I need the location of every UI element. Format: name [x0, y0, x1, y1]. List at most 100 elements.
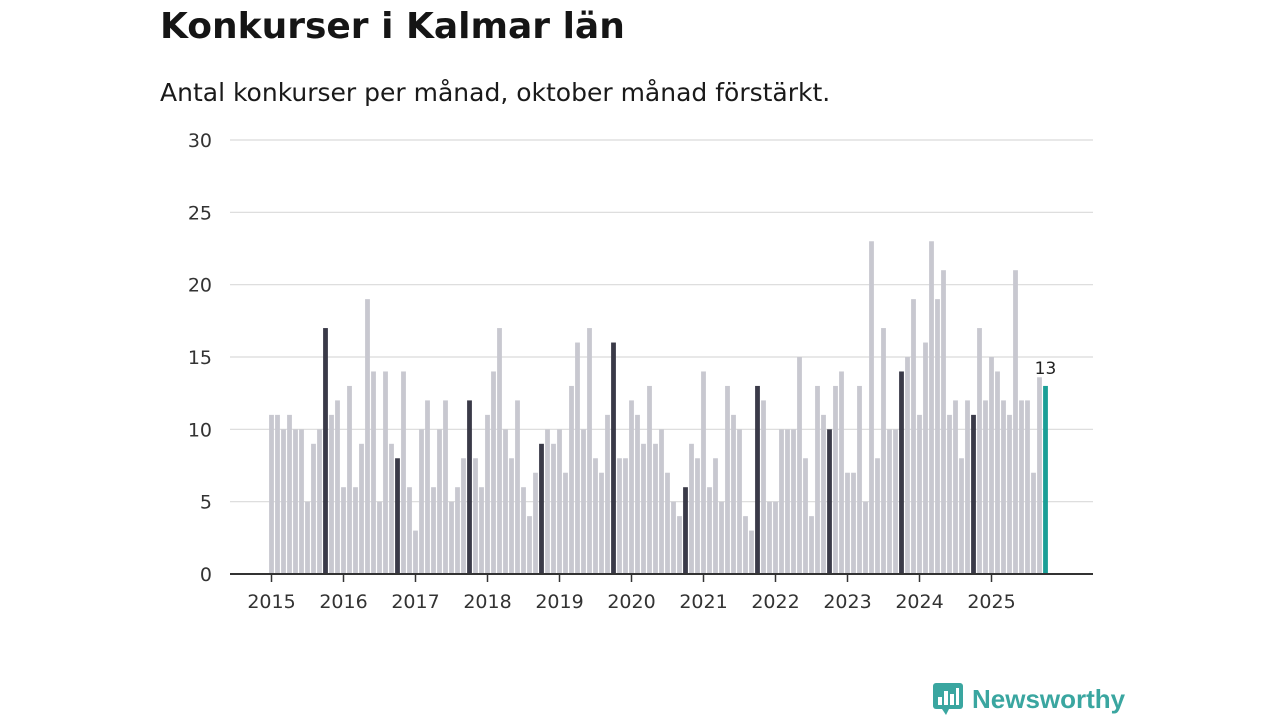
bar [311, 443, 316, 574]
bar [269, 414, 274, 574]
bar [389, 443, 394, 574]
bar [611, 342, 616, 574]
chart-subtitle: Antal konkurser per månad, oktober månad… [160, 78, 831, 107]
bar [647, 385, 652, 574]
bar [539, 443, 544, 574]
x-tick-label: 2015 [247, 591, 295, 613]
bar [893, 429, 898, 574]
bar [815, 385, 820, 574]
x-tick-label: 2022 [751, 591, 799, 613]
bar [875, 458, 880, 574]
x-tick-label: 2020 [607, 591, 655, 613]
bar [419, 429, 424, 574]
bar [977, 328, 982, 574]
bar [383, 371, 388, 574]
bar [533, 472, 538, 574]
bar [803, 458, 808, 574]
bar [467, 400, 472, 574]
bar [335, 400, 340, 574]
bar [971, 414, 976, 574]
y-tick-label: 15 [188, 347, 212, 369]
bar [575, 342, 580, 574]
bar [749, 530, 754, 574]
bar [287, 414, 292, 574]
bar [821, 414, 826, 574]
y-tick-label: 20 [188, 275, 212, 297]
bar [497, 328, 502, 574]
bar [959, 458, 964, 574]
bar [557, 429, 562, 574]
bar [491, 371, 496, 574]
bar [761, 400, 766, 574]
bar [911, 299, 916, 574]
bar [461, 458, 466, 574]
bar [905, 357, 910, 574]
last-value-label: 13 [1035, 359, 1057, 379]
bar [479, 487, 484, 574]
bar [1025, 400, 1030, 574]
bar [341, 487, 346, 574]
newsworthy-logo-icon [933, 683, 963, 715]
bar [851, 472, 856, 574]
bar [833, 385, 838, 574]
bar [1007, 414, 1012, 574]
bar [917, 414, 922, 574]
bar [941, 270, 946, 574]
bar [839, 371, 844, 574]
bar [1013, 270, 1018, 574]
x-tick-label: 2021 [679, 591, 727, 613]
bar [725, 385, 730, 574]
bar [569, 385, 574, 574]
bar [989, 357, 994, 574]
y-tick-label: 5 [200, 492, 212, 514]
bar [863, 501, 868, 574]
bar [953, 400, 958, 574]
bar [329, 414, 334, 574]
bar [929, 241, 934, 574]
bar [1019, 400, 1024, 574]
bar [665, 472, 670, 574]
bar [689, 443, 694, 574]
bar [713, 458, 718, 574]
bar [641, 443, 646, 574]
bar [485, 414, 490, 574]
bar [983, 400, 988, 574]
bar [305, 501, 310, 574]
x-tick-label: 2017 [391, 591, 439, 613]
bar [593, 458, 598, 574]
bar [965, 400, 970, 574]
bar [425, 400, 430, 574]
bar [527, 516, 532, 574]
x-tick-label: 2023 [823, 591, 871, 613]
bar [707, 487, 712, 574]
bar [281, 429, 286, 574]
bar [449, 501, 454, 574]
bar [347, 385, 352, 574]
bar [521, 487, 526, 574]
x-tick-label: 2019 [535, 591, 583, 613]
bar [767, 501, 772, 574]
y-tick-label: 10 [188, 419, 212, 441]
bar [1043, 385, 1048, 574]
bar [1001, 400, 1006, 574]
bar [881, 328, 886, 574]
bar [791, 429, 796, 574]
bar [617, 458, 622, 574]
bar [551, 443, 556, 574]
bar [635, 414, 640, 574]
x-tick-label: 2025 [967, 591, 1015, 613]
bar [623, 458, 628, 574]
bar [359, 443, 364, 574]
bar [299, 429, 304, 574]
bar [629, 400, 634, 574]
x-tick-label: 2018 [463, 591, 511, 613]
bar [563, 472, 568, 574]
bar [401, 371, 406, 574]
brand-name: Newsworthy [972, 683, 1126, 714]
x-tick-label: 2016 [319, 591, 367, 613]
y-tick-label: 0 [200, 564, 212, 586]
bar [515, 400, 520, 574]
bar [671, 501, 676, 574]
bar [653, 443, 658, 574]
bar [857, 385, 862, 574]
